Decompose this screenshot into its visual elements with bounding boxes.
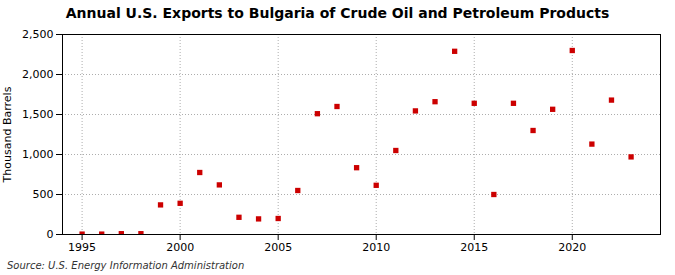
svg-text:2,000: 2,000 (22, 68, 54, 81)
svg-text:2020: 2020 (558, 241, 586, 254)
svg-text:1,000: 1,000 (22, 148, 54, 161)
html-text:Annual U.S. Exports to Bulgari: Annual U.S. Exports to Bulgaria of Crude… (65, 5, 610, 21)
svg-text:1,500: 1,500 (22, 108, 54, 121)
svg-text:500: 500 (33, 188, 54, 201)
html-text:Source: U.S. Energy Informatio: Source: U.S. Energy Information Administ… (7, 260, 245, 271)
svg-text:0: 0 (47, 228, 54, 241)
svg-text:1995: 1995 (68, 241, 96, 254)
svg-text:2015: 2015 (460, 241, 488, 254)
svg-text:Thousand Barrels: Thousand Barrels (1, 86, 14, 183)
svg-text:2010: 2010 (362, 241, 390, 254)
svg-text:2,500: 2,500 (22, 28, 54, 41)
svg-text:2000: 2000 (166, 241, 194, 254)
svg-text:2005: 2005 (264, 241, 292, 254)
